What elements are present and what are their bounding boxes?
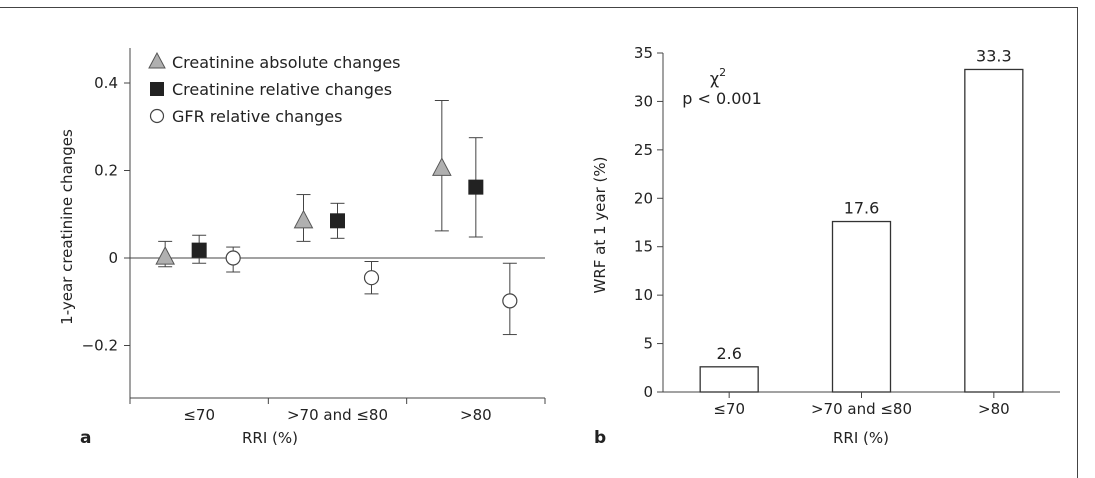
panel-b-y-tick-label: 0 [643,383,653,401]
panel-a-xlabel: RRI (%) [242,429,298,447]
panel-b-y-tick-label: 15 [634,238,653,256]
panel-a-x-tick-label: ≤70 [183,406,215,424]
data-point-triangle [155,246,175,265]
data-point-square [330,213,345,229]
chi-square-symbol: χ2 [710,66,726,88]
bar-value-label: 33.3 [976,46,1012,65]
legend-entry-label: Creatinine relative changes [172,80,392,99]
data-point-square [191,242,207,258]
panel-b-chart: WRF at 1 year (%) 0 5 10 15 20 25 30 35 2.6 17.6… [591,44,1060,448]
panel-a-y-tick-label: −0.2 [82,337,118,355]
panel-b-y-ticks: 0 5 10 15 20 25 30 35 [634,44,663,401]
panel-a-marks [155,100,518,336]
panel-b-y-tick-label: 20 [634,189,653,207]
panel-a-ylabel: 1-year creatinine changes [58,129,76,325]
panel-a-y-tick-label: 0.2 [94,162,118,180]
legend-marker-circle [149,108,165,124]
panel-a-y-tick-label: 0.4 [94,74,118,92]
legend-marker-triangle [148,51,166,69]
bar [831,220,892,393]
panel-b-y-tick-label: 25 [634,141,653,159]
panel-b-x-tick-label: >70 and ≤80 [811,400,912,418]
p-value-text: p < 0.001 [682,89,762,108]
bar [964,68,1024,393]
panel-b-label: b [594,428,606,448]
legend-entry-label: Creatinine absolute changes [172,53,401,72]
panel-a-x-tick-label: >70 and ≤80 [287,406,388,424]
panel-b-xlabel: RRI (%) [833,429,889,447]
panel-b-annotation: χ2 p < 0.001 [682,66,762,108]
legend-marker-square [150,82,164,96]
panel-a-y-ticks: 0.4 0.2 0 −0.2 [82,74,130,355]
panel-a-y-tick-label: 0 [108,249,118,267]
panel-b-y-tick-label: 30 [634,92,653,110]
chi-square-superscript: 2 [719,66,726,79]
data-point-circle [225,250,241,266]
panel-b-x-ticks: ≤70 >70 and ≤80 >80 [713,392,1010,418]
panel-b-x-tick-label: >80 [978,400,1010,418]
data-point-triangle [293,209,314,229]
panel-a-label: a [80,428,91,448]
panel-b-ylabel: WRF at 1 year (%) [591,157,609,294]
bar [699,366,759,393]
panel-b-y-tick-label: 10 [634,286,653,304]
data-point-circle [363,270,380,286]
bar-value-label: 2.6 [716,344,741,363]
panel-b-x-tick-label: ≤70 [713,400,745,418]
panel-a-legend: Creatinine absolute changes Creatinine re… [148,51,401,126]
panel-a-chart: 1-year creatinine changes 0.4 0.2 0 −0.2 ≤7… [58,48,546,448]
panel-a-x-tick-label: >80 [460,406,492,424]
data-point-circle [502,293,518,309]
legend-entry-label: GFR relative changes [172,107,342,126]
panel-b-y-tick-label: 5 [643,335,653,353]
panel-a-axes [129,48,545,399]
panel-a-x-ticks: ≤70 >70 and ≤80 >80 [129,398,546,424]
data-point-square [468,179,484,195]
data-point-triangle [432,157,452,176]
panel-b-y-tick-label: 35 [634,44,653,62]
bar-value-label: 17.6 [844,199,880,218]
